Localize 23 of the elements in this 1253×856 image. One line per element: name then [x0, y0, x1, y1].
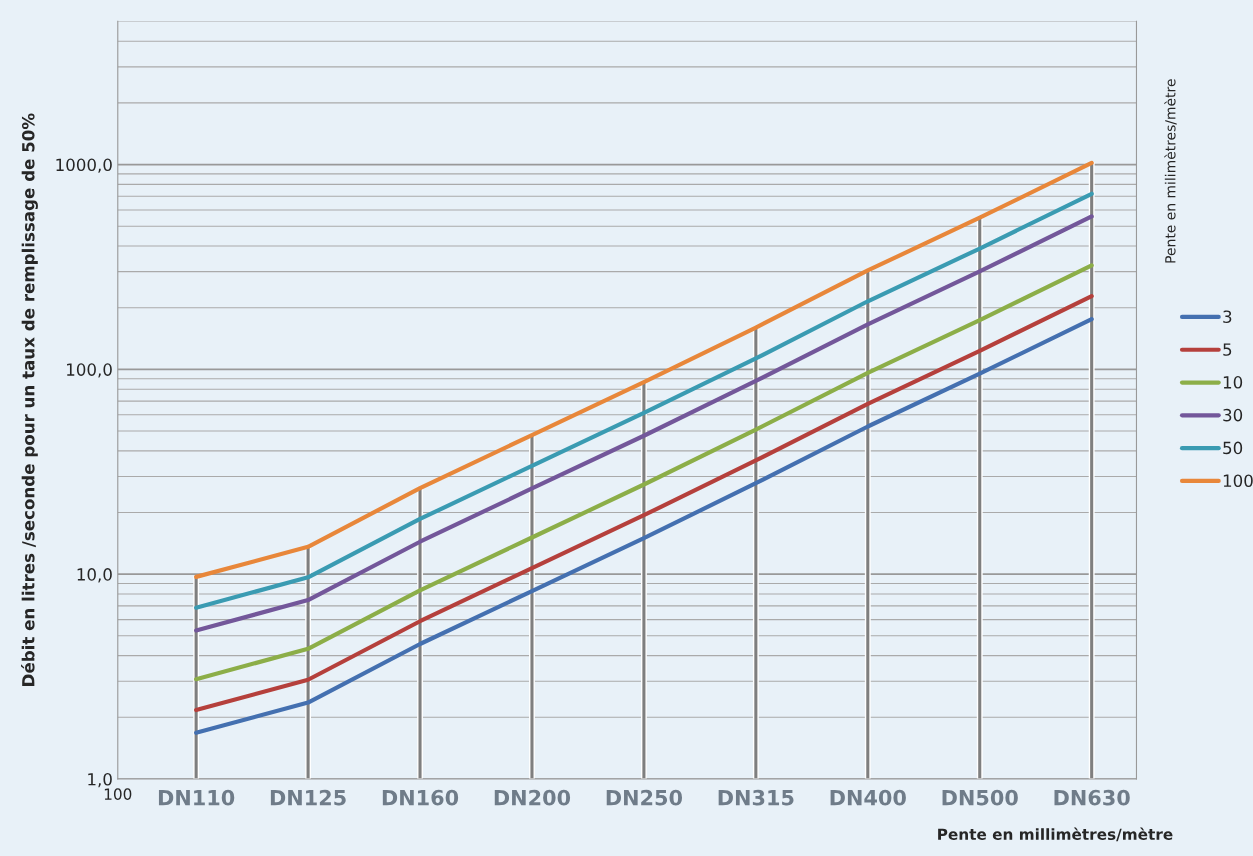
legend-label: 3: [1223, 310, 1232, 324]
legend-label: 5: [1223, 343, 1232, 356]
y-tick-label: 1,0: [88, 772, 112, 788]
x-tick-label: DN630: [1054, 789, 1130, 806]
x-tick-label: DN250: [606, 789, 683, 806]
y-tick-label: 100,0: [67, 363, 112, 378]
legend-label: 30: [1223, 408, 1243, 422]
x-tick-label: DN500: [942, 789, 1018, 806]
x-tick-label: DN400: [830, 789, 906, 806]
legend-label: 50: [1223, 441, 1243, 455]
legend-label: 100: [1223, 474, 1253, 488]
x-axis-title: Pente en millimètres/mètre: [938, 827, 1173, 842]
y-tick-label: 10,0: [77, 568, 112, 583]
x-tick-label: DN160: [382, 789, 459, 806]
legend-title: Pente en milimètres/mètre: [1164, 79, 1177, 263]
x-tick-label: DN125: [270, 789, 346, 806]
y-axis-title: Débit en litres /seconde pour un taux de remplissage de 50%: [21, 113, 38, 686]
y-tick-label: 1000,0: [56, 158, 112, 173]
legend-label: 10: [1223, 376, 1243, 389]
x-tick-label: DN200: [494, 789, 571, 806]
x-tick-label: DN315: [718, 789, 794, 806]
x-tick-label: DN110: [158, 789, 235, 806]
text: 100: [104, 788, 132, 800]
